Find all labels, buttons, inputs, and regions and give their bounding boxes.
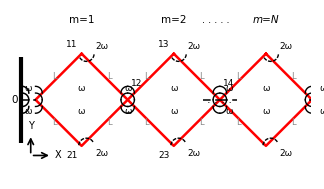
Text: 14: 14 — [223, 79, 234, 88]
Text: 23: 23 — [158, 151, 170, 160]
Text: 2ω: 2ω — [95, 42, 108, 51]
Text: . . . . .: . . . . . — [202, 15, 230, 25]
Text: ω: ω — [78, 84, 85, 93]
Text: L: L — [52, 118, 56, 127]
Text: 21: 21 — [66, 151, 78, 160]
Text: ω: ω — [25, 84, 32, 93]
Text: L: L — [291, 72, 296, 81]
Text: L: L — [199, 118, 204, 127]
Text: L: L — [107, 118, 111, 127]
Text: Y: Y — [28, 122, 34, 132]
Text: 2ω: 2ω — [187, 42, 200, 51]
Text: ω: ω — [170, 106, 178, 115]
Text: 12: 12 — [131, 79, 142, 88]
Text: ω: ω — [226, 84, 233, 93]
Text: ω: ω — [320, 106, 324, 115]
Text: 11: 11 — [66, 40, 78, 49]
Text: 2ω: 2ω — [187, 149, 200, 158]
Text: ω: ω — [226, 106, 233, 115]
Text: 0: 0 — [12, 95, 18, 105]
Text: L: L — [236, 118, 241, 127]
Text: ω: ω — [124, 106, 132, 115]
Text: ω: ω — [170, 84, 178, 93]
Text: ω: ω — [262, 84, 270, 93]
Text: L: L — [291, 118, 296, 127]
Text: 2ω: 2ω — [95, 149, 108, 158]
Text: L: L — [144, 72, 148, 81]
Text: L: L — [236, 72, 241, 81]
Text: m=2: m=2 — [161, 15, 187, 25]
Text: ω: ω — [262, 106, 270, 115]
Text: 13: 13 — [158, 40, 170, 49]
Text: m=1: m=1 — [69, 15, 94, 25]
Text: . . . .: . . . . — [207, 95, 232, 105]
Text: L: L — [52, 72, 56, 81]
Text: X: X — [55, 150, 61, 160]
Text: m=N: m=N — [253, 15, 279, 25]
Text: ω: ω — [124, 84, 132, 93]
Text: 2ω: 2ω — [279, 149, 293, 158]
Text: ω: ω — [78, 106, 85, 115]
Text: 2ω: 2ω — [279, 42, 293, 51]
Text: L: L — [107, 72, 111, 81]
Text: ω: ω — [320, 84, 324, 93]
Text: L: L — [144, 118, 148, 127]
Text: L: L — [199, 72, 204, 81]
Text: ω: ω — [25, 106, 32, 115]
